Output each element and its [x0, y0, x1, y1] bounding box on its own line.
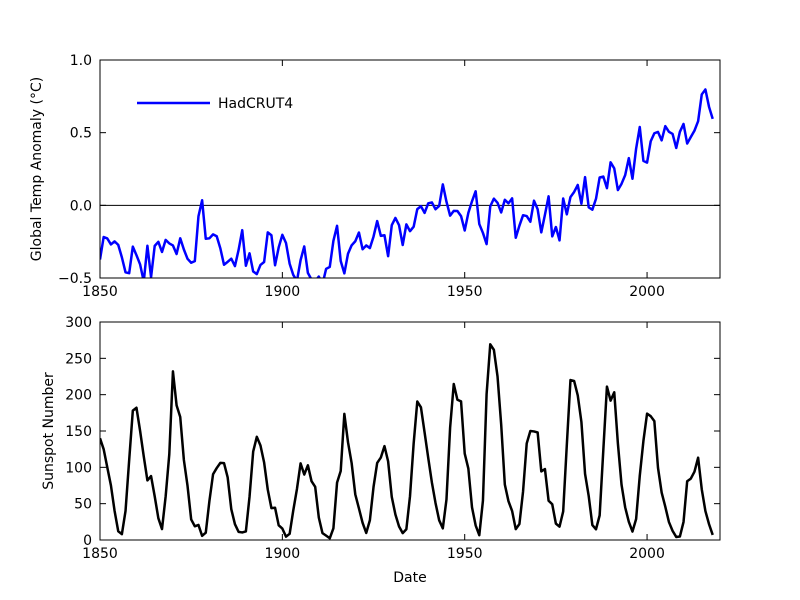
- axes-frame: [99, 59, 721, 279]
- x-tick-label: 1850: [82, 546, 118, 562]
- y-axis-label: Sunspot Number: [41, 372, 57, 490]
- y-tick-label: 200: [65, 388, 92, 404]
- y-tick-label: 150: [65, 424, 92, 440]
- x-tick-label: 1900: [265, 546, 301, 562]
- y-tick-label: 300: [65, 315, 92, 331]
- x-tick-label: 1900: [265, 284, 301, 300]
- y-axis-label: Global Temp Anomaly (°C): [29, 77, 45, 261]
- y-tick-label: 50: [74, 497, 92, 513]
- legend-label: HadCRUT4: [218, 96, 293, 112]
- y-tick-label: 0.5: [70, 126, 92, 142]
- y-tick-label: 0: [83, 533, 92, 549]
- y-tick-label: 0.0: [70, 198, 92, 214]
- x-tick-label: 1950: [447, 284, 483, 300]
- x-tick-label: 2000: [629, 284, 665, 300]
- x-tick-label: 1850: [82, 284, 118, 300]
- data-line: [100, 88, 714, 278]
- data-line: [100, 343, 714, 540]
- y-tick-label: −0.5: [58, 271, 92, 287]
- x-tick-label: 1950: [447, 546, 483, 562]
- y-tick-label: 1.0: [70, 53, 92, 69]
- x-axis-label: Date: [393, 570, 426, 586]
- y-tick-label: 100: [65, 460, 92, 476]
- y-tick-label: 250: [65, 351, 92, 367]
- x-tick-label: 2000: [629, 546, 665, 562]
